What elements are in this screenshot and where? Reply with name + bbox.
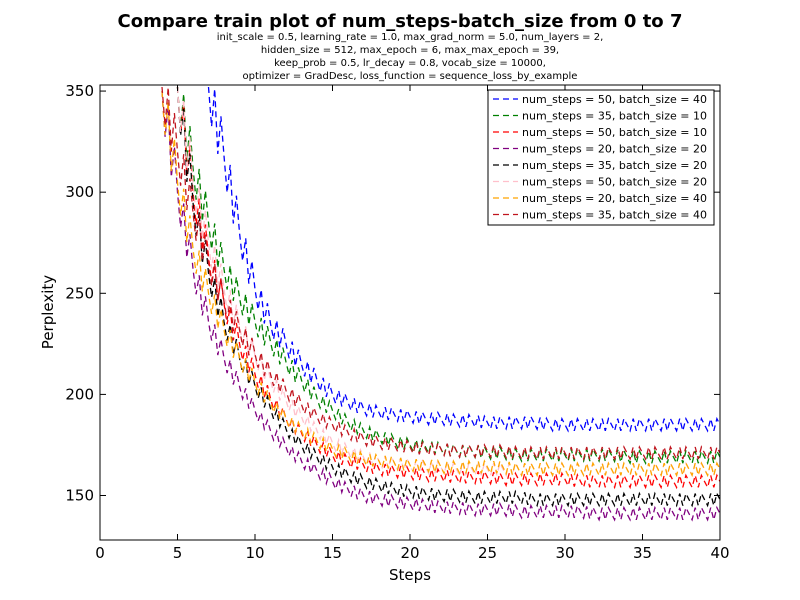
- x-tick-label: 15: [323, 544, 342, 562]
- y-axis-label: Perplexity: [39, 275, 57, 349]
- x-tick-label: 20: [400, 544, 419, 562]
- legend-label: num_steps = 20, batch_size = 40: [522, 192, 707, 205]
- legend-label: num_steps = 50, batch_size = 10: [522, 126, 707, 139]
- series-line: [176, 86, 720, 508]
- legend-label: num_steps = 35, batch_size = 40: [522, 209, 707, 222]
- axis-ticks: 0 5 10 15 20 25 30 35 40 150 200 250 300 350: [65, 82, 729, 562]
- y-tick-label: 150: [65, 487, 94, 505]
- legend-box: [487, 89, 715, 226]
- series-line: [161, 91, 720, 522]
- x-tick-label: 30: [555, 544, 574, 562]
- x-tick-label: 5: [173, 544, 183, 562]
- y-tick-label: 200: [65, 385, 94, 403]
- y-tick-label: 300: [65, 183, 94, 201]
- chart-title: Compare train plot of num_steps-batch_si…: [118, 11, 683, 32]
- x-tick-label: 40: [710, 544, 729, 562]
- series-line: [176, 86, 720, 466]
- x-axis-label: Steps: [389, 566, 431, 584]
- chart-subtitle-line-2: hidden_size = 512, max_epoch = 6, max_ma…: [261, 45, 559, 56]
- x-tick-label: 25: [478, 544, 497, 562]
- series-line: [176, 86, 720, 490]
- legend-label: num_steps = 50, batch_size = 40: [522, 93, 707, 106]
- x-tick-label: 0: [95, 544, 105, 562]
- legend-label: num_steps = 20, batch_size = 20: [522, 143, 707, 156]
- legend-label: num_steps = 50, batch_size = 20: [522, 176, 707, 189]
- chart-subtitle-line-4: optimizer = GradDesc, loss_function = se…: [243, 71, 578, 82]
- chart-subtitle-line-3: keep_prob = 0.5, lr_decay = 0.8, vocab_s…: [274, 58, 546, 69]
- series-line: [161, 86, 720, 461]
- series-layer: [161, 86, 720, 522]
- y-tick-label: 350: [65, 82, 94, 100]
- y-tick-label: 250: [65, 284, 94, 302]
- x-tick-label: 10: [245, 544, 264, 562]
- legend-label: num_steps = 35, batch_size = 10: [522, 110, 707, 123]
- series-line: [161, 91, 720, 478]
- chart-subtitle-line-1: init_scale = 0.5, learning_rate = 1.0, m…: [217, 32, 604, 43]
- legend: num_steps = 50, batch_size = 40 num_steps…: [487, 89, 715, 226]
- x-tick-label: 35: [633, 544, 652, 562]
- series-line: [207, 86, 720, 433]
- legend-label: num_steps = 35, batch_size = 20: [522, 159, 707, 172]
